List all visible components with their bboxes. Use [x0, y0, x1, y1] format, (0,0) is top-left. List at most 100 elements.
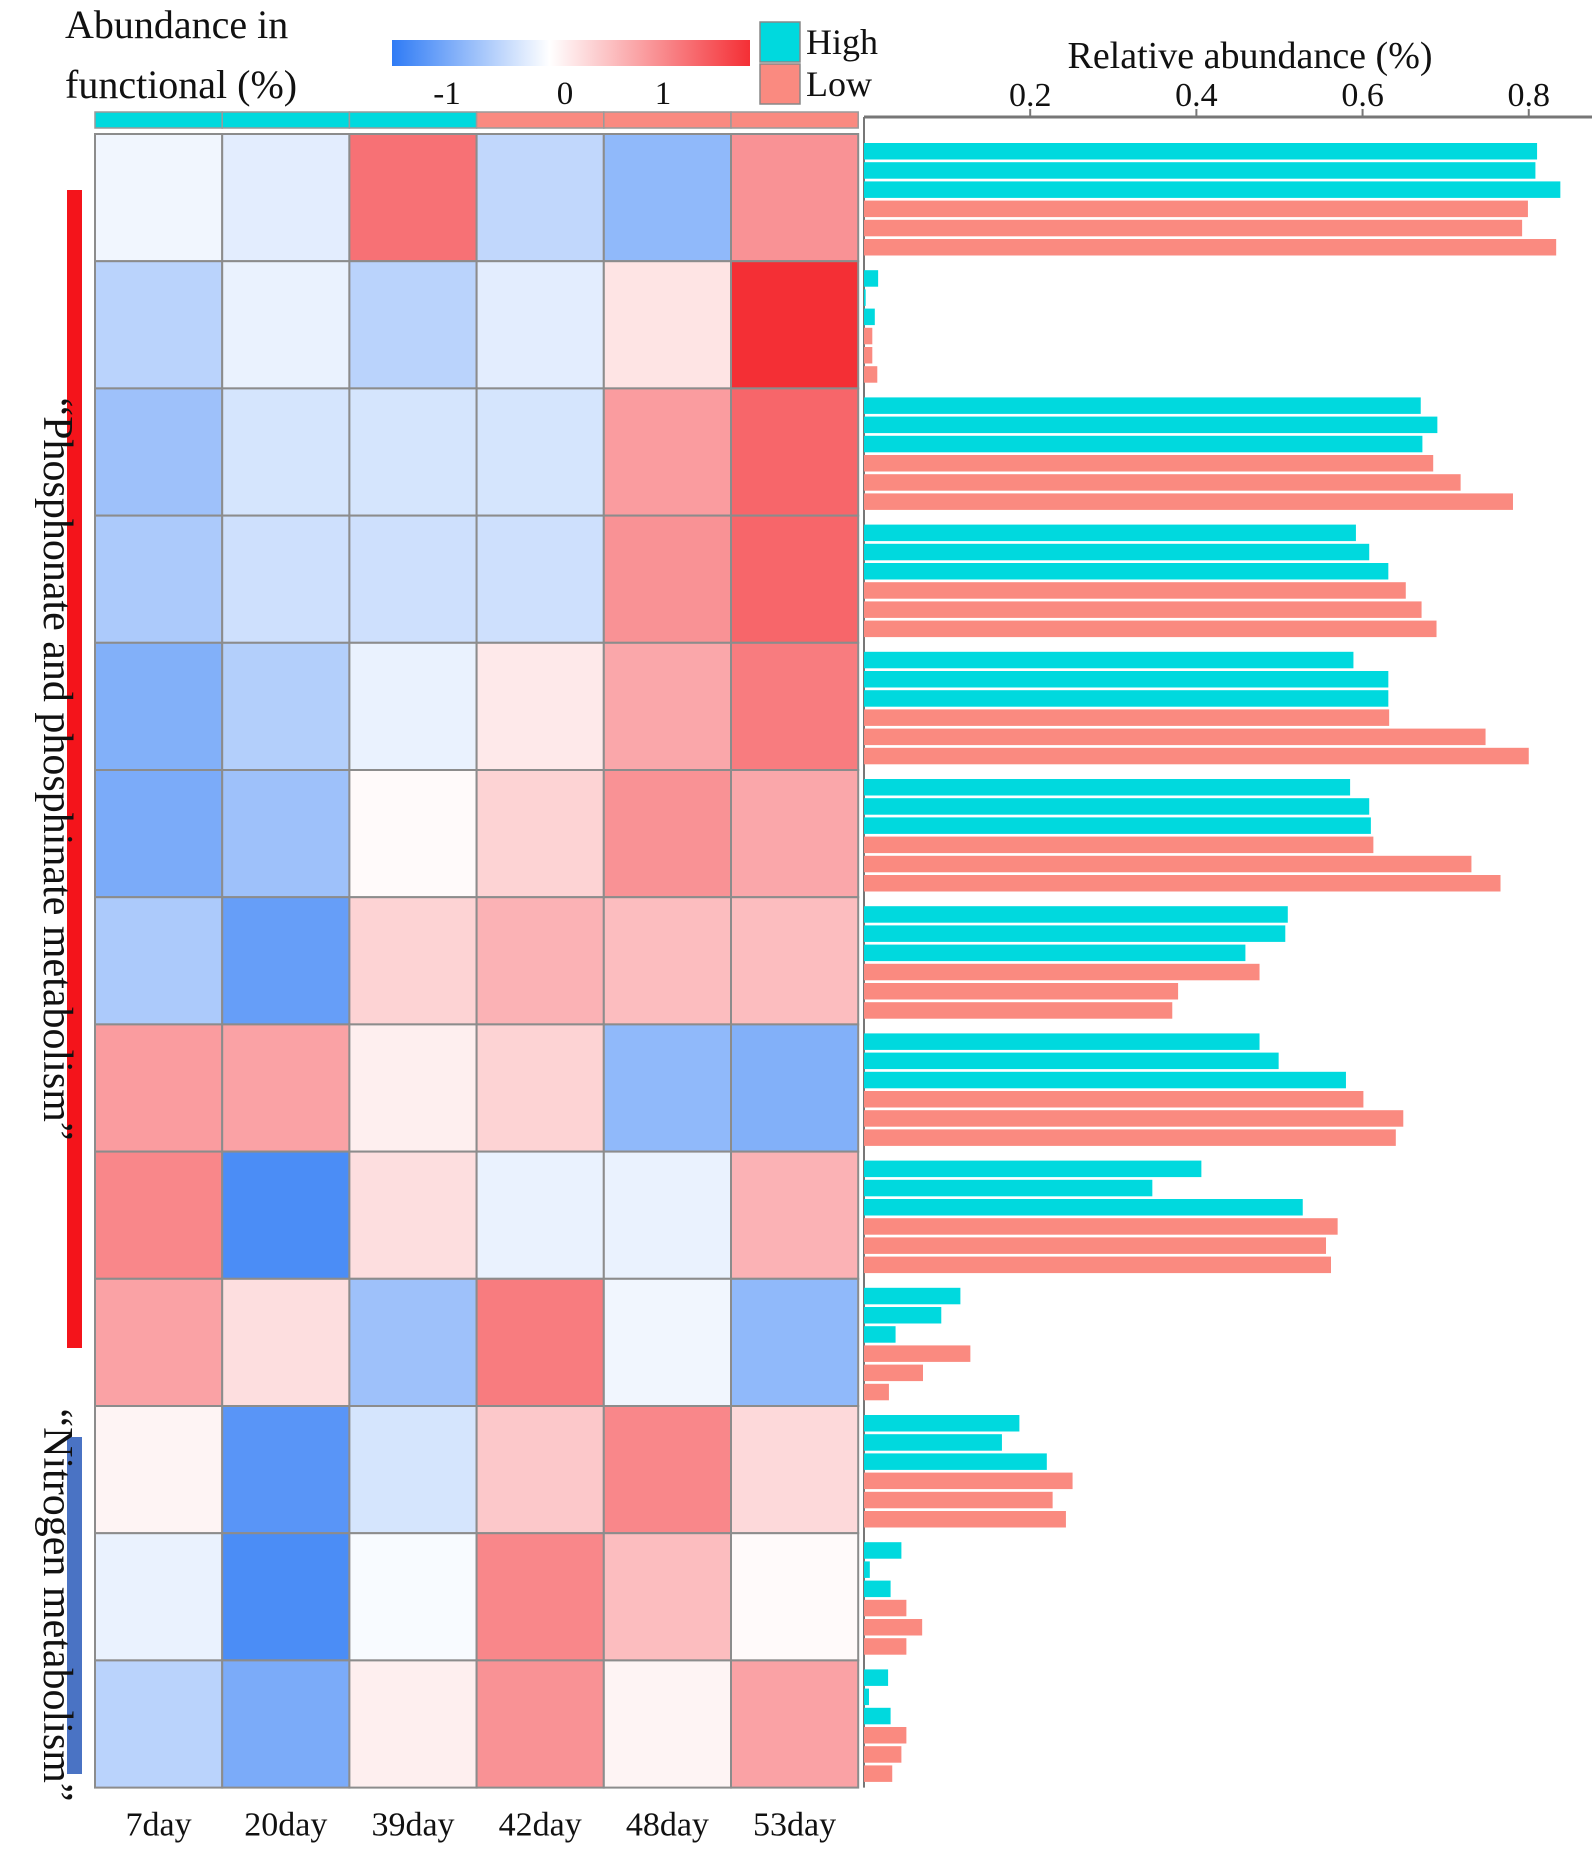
column-labels: 7day 20day 39day 42day 48day 53day	[126, 1807, 837, 1844]
bar-high	[864, 143, 1538, 160]
heatmap-cell	[475, 260, 605, 390]
heatmap-cell	[730, 1659, 860, 1789]
bar-low	[864, 601, 1422, 618]
bar-low	[864, 1619, 923, 1636]
heatmap-cell	[221, 1532, 351, 1662]
heatmap-cell	[475, 514, 605, 644]
bar-high	[864, 1052, 1279, 1070]
bar-low	[864, 620, 1437, 638]
bar-high	[864, 1199, 1303, 1216]
bar-high	[864, 779, 1351, 796]
heatmap-title-line-2: functional (%)	[65, 62, 297, 107]
heatmap-cell	[730, 1023, 860, 1153]
bar-high	[864, 925, 1286, 942]
bar-high	[864, 1287, 961, 1305]
colorbar-tick-label: -1	[433, 76, 461, 112]
heatmap-cell	[475, 1023, 605, 1153]
bar-high	[864, 1160, 1202, 1178]
bar-low	[864, 1110, 1404, 1127]
heatmap-cell	[221, 1277, 351, 1408]
bar-low	[864, 728, 1486, 746]
bar-low	[864, 327, 873, 345]
bar-high	[864, 270, 879, 287]
group-label-phosphonate: “Phosphonate and phosphinate metabolism”	[34, 397, 80, 1140]
bar-low	[864, 1345, 971, 1362]
heatmap-cell	[94, 387, 224, 517]
bar-low	[864, 747, 1529, 765]
heatmap-cell	[94, 133, 224, 263]
bar-low	[864, 983, 1179, 1000]
bar-low	[864, 1511, 1066, 1528]
bar-low	[864, 1727, 907, 1744]
bar-low	[864, 709, 1390, 726]
bar-high	[864, 1707, 891, 1725]
colorbar-tick-label: 0	[557, 76, 574, 112]
heatmap-cell	[475, 1659, 605, 1789]
bar-high	[864, 690, 1389, 707]
bar-low	[864, 455, 1434, 472]
bar-low	[864, 1256, 1331, 1274]
heatmap-cell	[730, 133, 860, 263]
bar-low	[864, 1491, 1053, 1509]
heatmap-cell	[475, 896, 605, 1026]
bar-low	[864, 1002, 1173, 1019]
bar-high	[864, 1688, 869, 1706]
heatmap-cell	[348, 769, 478, 899]
bar-low	[864, 1383, 889, 1401]
bar-low	[864, 1472, 1073, 1490]
bar-high	[864, 563, 1389, 580]
bar-high	[864, 416, 1438, 434]
bar-low	[864, 1599, 907, 1617]
heatmap-cell	[730, 387, 860, 517]
heatmap-cell	[348, 1023, 478, 1153]
bar-high	[864, 817, 1371, 834]
heatmap-cell	[94, 1532, 224, 1662]
bar-high	[864, 162, 1536, 179]
heatmap-cell	[475, 769, 605, 899]
column-label: 20day	[244, 1807, 327, 1844]
heatmap-cell	[221, 896, 351, 1026]
heatmap-cell	[348, 896, 478, 1026]
heatmap-cell	[730, 1532, 860, 1662]
bar-high	[864, 1561, 870, 1578]
bar-high	[864, 1071, 1346, 1089]
heatmap-cell	[602, 641, 732, 771]
heatmap-cell	[475, 1150, 605, 1280]
heatmap-cell	[348, 133, 478, 263]
heatmap-cell	[602, 1150, 732, 1280]
bar-high	[864, 181, 1561, 198]
bar-high	[864, 1434, 1002, 1451]
heatmap-cell	[602, 514, 732, 644]
bar-plot	[864, 143, 1561, 1782]
heatmap-cell	[348, 1150, 478, 1280]
heatmap-title-line-1: Abundance in	[65, 2, 288, 47]
bar-high	[864, 1033, 1260, 1050]
column-group-cell	[603, 111, 732, 129]
heatmap-cell	[94, 1659, 224, 1789]
group-bar-nitrogen	[67, 1437, 82, 1774]
bar-axis-tick-label: 0.8	[1508, 77, 1551, 114]
heatmap-cell	[602, 133, 732, 263]
bar-high	[864, 1453, 1047, 1470]
colorbar-tick-label: 1	[655, 76, 672, 112]
heatmap-cell	[221, 514, 351, 644]
heatmap-cell	[730, 641, 860, 771]
bar-high	[864, 1326, 896, 1343]
bar-low	[864, 963, 1260, 981]
heatmap-grid	[94, 133, 860, 1789]
heatmap-cell	[602, 1023, 732, 1153]
heatmap-cell	[221, 769, 351, 899]
bar-high	[864, 944, 1246, 962]
legend-label-low: Low	[806, 64, 872, 104]
bar-low	[864, 1129, 1396, 1146]
bar-high	[864, 289, 866, 306]
heatmap-cell	[475, 1405, 605, 1535]
heatmap-cell	[730, 260, 860, 390]
bar-low	[864, 219, 1523, 237]
legend-swatch-low	[759, 63, 801, 105]
group-label-nitrogen: “Nitrogen metabolism”	[34, 1408, 80, 1801]
bar-high	[864, 308, 875, 326]
heatmap-cell	[348, 1659, 478, 1789]
heatmap-cell	[348, 1277, 478, 1408]
